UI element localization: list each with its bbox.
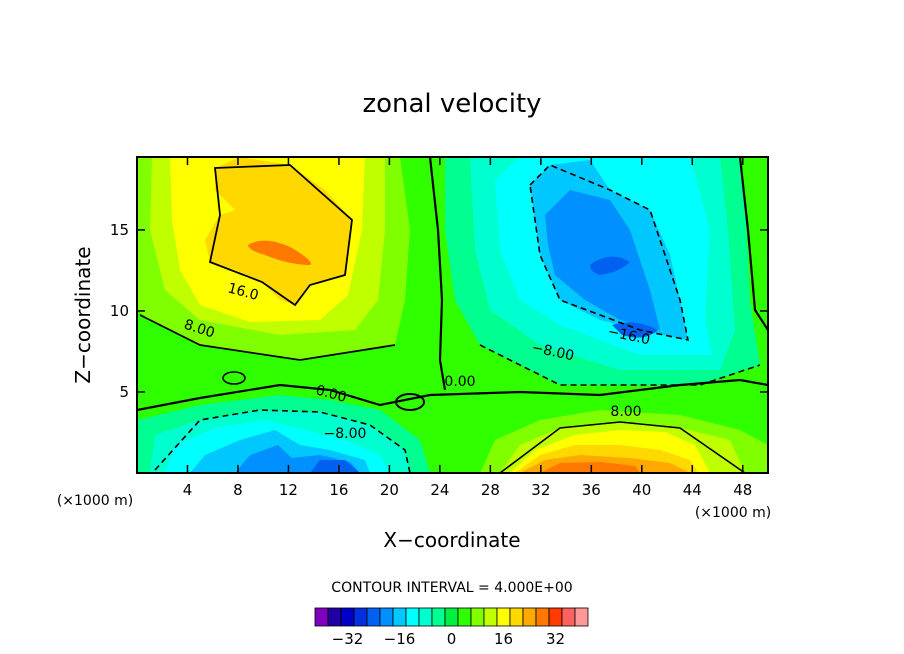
chart-title: zonal velocity <box>362 89 541 119</box>
colorbar-tick-label: −16 <box>384 630 416 648</box>
x-tick-label: 12 <box>279 481 298 499</box>
contour-line <box>137 378 768 412</box>
contour-line <box>395 393 425 411</box>
colorbar-swatch <box>405 607 420 627</box>
x-tick-label: 48 <box>733 481 752 499</box>
colorbar-swatch <box>314 607 329 627</box>
negative-region <box>590 256 630 275</box>
x-tick-label: 36 <box>582 481 601 499</box>
colorbar-swatch <box>340 607 355 627</box>
contour-line <box>154 409 411 473</box>
contour-label: 0.00 <box>314 382 348 406</box>
colorbar-swatch <box>509 607 524 627</box>
y-axis-label: Z−coordinate <box>71 246 95 383</box>
contour-line <box>479 344 761 386</box>
colorbar-swatch <box>418 607 433 627</box>
contour-line <box>208 164 353 307</box>
contour-field <box>137 157 768 473</box>
colorbar-swatch <box>353 607 368 627</box>
x-unit-left: (×1000 m) <box>57 493 133 509</box>
contour-line <box>222 371 246 385</box>
colorbar-swatch <box>522 607 537 627</box>
x-tick-label: 28 <box>481 481 500 499</box>
x-tick-label: 40 <box>632 481 651 499</box>
negative-region <box>612 322 658 338</box>
contour-line <box>529 164 690 342</box>
colorbar-swatch <box>548 607 563 627</box>
y-axis: 5 10 15 <box>110 221 768 401</box>
x-axis-label: X−coordinate <box>383 528 520 552</box>
colorbar-swatch <box>561 607 576 627</box>
colorbar-swatch <box>327 607 342 627</box>
contour-label: 0.00 <box>444 374 475 390</box>
x-tick-label: 8 <box>233 481 243 499</box>
contour-line <box>428 157 447 391</box>
x-tick-label: 20 <box>380 481 399 499</box>
positive-region <box>248 240 311 265</box>
colorbar-swatch <box>392 607 407 627</box>
y-tick-label: 10 <box>110 302 129 320</box>
contour-line <box>738 157 768 331</box>
x-unit-right: (×1000 m) <box>695 505 771 521</box>
colorbar-tick-label: 0 <box>447 630 457 648</box>
contour-label: −8.00 <box>324 426 367 442</box>
colorbar-swatch <box>470 607 485 627</box>
colorbar-swatch <box>483 607 498 627</box>
x-tick-label: 4 <box>183 481 193 499</box>
contour-line <box>499 421 746 473</box>
colorbar: −32 −16 0 16 32 <box>314 607 589 648</box>
contour-label: 8.00 <box>610 404 641 420</box>
x-tick-label: 24 <box>430 481 449 499</box>
colorbar-tick-label: 16 <box>494 630 513 648</box>
x-tick-label: 44 <box>683 481 702 499</box>
colorbar-swatch <box>574 607 589 627</box>
colorbar-swatch <box>431 607 446 627</box>
colorbar-swatch <box>366 607 381 627</box>
colorbar-tick-label: 32 <box>546 630 565 648</box>
colorbar-swatch <box>535 607 550 627</box>
y-tick-label: 5 <box>119 383 129 401</box>
x-tick-label: 16 <box>329 481 348 499</box>
plot-frame <box>136 156 769 474</box>
colorbar-swatch <box>496 607 511 627</box>
colorbar-tick-label: −32 <box>332 630 364 648</box>
x-tick-label: 32 <box>531 481 550 499</box>
colorbar-swatch <box>379 607 394 627</box>
y-tick-label: 15 <box>110 221 129 239</box>
contour-interval-text: CONTOUR INTERVAL = 4.000E+00 <box>331 580 572 596</box>
positive-region <box>205 157 352 305</box>
colorbar-swatch <box>444 607 459 627</box>
negative-region <box>310 460 360 473</box>
x-axis: 4 8 12 16 20 24 28 32 36 40 44 48 <box>183 157 752 499</box>
positive-region <box>540 462 640 473</box>
colorbar-swatch <box>457 607 472 627</box>
contour-label: 16.0 <box>226 280 260 304</box>
contour-line <box>139 314 396 361</box>
